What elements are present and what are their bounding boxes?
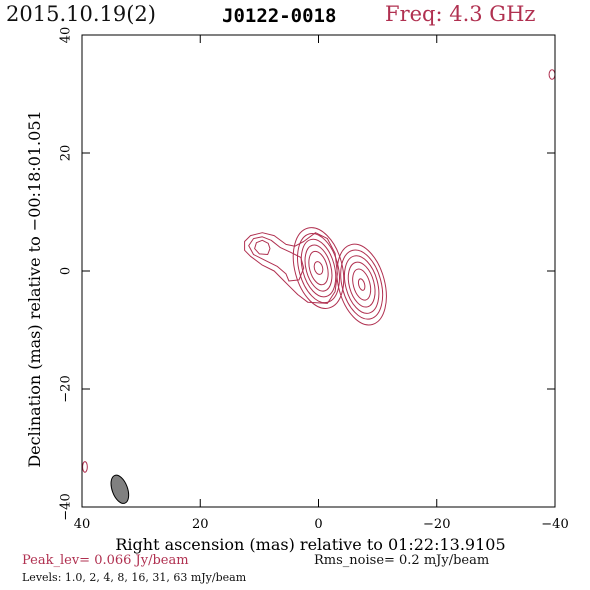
source-name: J0122-0018	[222, 5, 337, 27]
beam-ellipse	[110, 474, 130, 504]
y-tick-label: 40	[59, 27, 74, 44]
contour-levels: Levels: 1.0, 2, 4, 8, 16, 31, 63 mJy/bea…	[22, 571, 247, 584]
core-contour	[304, 244, 333, 292]
secondary-contour	[343, 255, 380, 314]
secondary-contour	[336, 243, 387, 326]
edge-contour-mark	[548, 69, 556, 80]
core-contour	[313, 261, 324, 275]
secondary-contour	[352, 268, 372, 301]
jet-inner-contour	[254, 239, 271, 255]
plot-frame	[81, 34, 556, 508]
y-axis-label: Declination (mas) relative to −00:18:01.…	[25, 110, 44, 467]
secondary-contour	[347, 261, 376, 308]
y-tick-label: −40	[59, 493, 74, 520]
x-tick-label: −40	[541, 517, 568, 532]
y-tick-label: 0	[59, 267, 74, 275]
secondary-contour	[357, 278, 366, 291]
x-tick-label: −20	[423, 517, 450, 532]
secondary-contour	[340, 249, 384, 320]
jet-inner-contour	[248, 236, 305, 282]
x-tick-label: 20	[192, 517, 209, 532]
edge-contour-mark	[82, 461, 88, 473]
jet-outer-contour	[244, 232, 338, 304]
frequency-label: Freq: 4.3 GHz	[385, 2, 536, 26]
x-tick-label: 40	[74, 517, 91, 532]
peak-level: Peak_lev= 0.066 Jy/beam	[22, 553, 189, 568]
x-axis-label: Right ascension (mas) relative to 01:22:…	[115, 535, 505, 554]
contour-layer	[82, 69, 556, 504]
tick-layer: 40 20 0 −20 −40 −40 −20 0 20 40	[59, 27, 569, 532]
x-tick-label: 0	[314, 517, 322, 532]
y-tick-label: −20	[59, 375, 74, 402]
core-contour	[292, 227, 345, 309]
y-tick-label: 20	[59, 145, 74, 162]
observation-date: 2015.10.19(2)	[6, 2, 156, 26]
rms-noise: Rms_noise= 0.2 mJy/beam	[314, 553, 490, 568]
core-contour	[308, 250, 329, 286]
core-contour	[300, 238, 337, 298]
